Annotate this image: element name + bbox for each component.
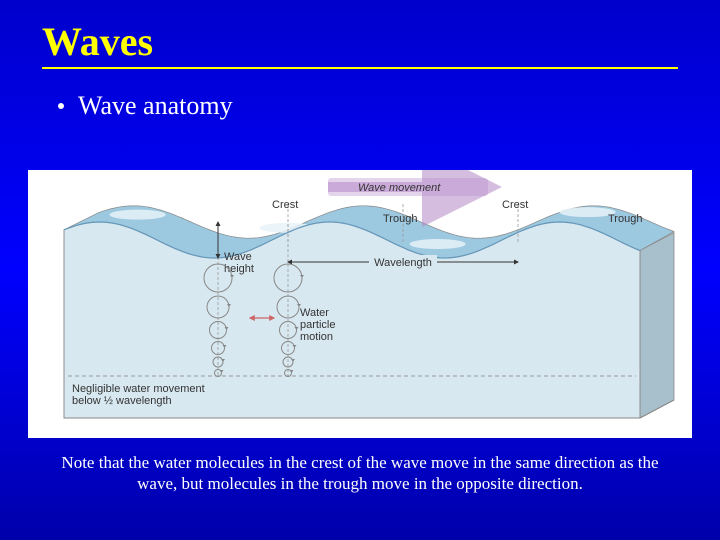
svg-text:Water: Water bbox=[300, 307, 329, 319]
svg-text:motion: motion bbox=[300, 331, 333, 343]
svg-text:below ½ wavelength: below ½ wavelength bbox=[72, 395, 172, 407]
svg-text:particle: particle bbox=[300, 319, 335, 331]
wave-anatomy-diagram: Wave movement Crest Crest Trough Trough Wavel… bbox=[28, 170, 692, 438]
footer-note: Note that the water molecules in the cre… bbox=[60, 452, 660, 495]
svg-text:Wavelength: Wavelength bbox=[374, 257, 432, 269]
svg-text:Trough: Trough bbox=[383, 213, 417, 225]
svg-text:Wave: Wave bbox=[224, 251, 252, 263]
svg-text:Trough: Trough bbox=[608, 213, 642, 225]
svg-text:Wave movement: Wave movement bbox=[358, 182, 441, 194]
page-title: Waves bbox=[0, 0, 720, 67]
svg-text:Crest: Crest bbox=[272, 199, 298, 211]
svg-text:Negligible water movement: Negligible water movement bbox=[72, 383, 205, 395]
bullet-text: Wave anatomy bbox=[78, 91, 233, 120]
diagram-svg: Wave movement Crest Crest Trough Trough Wavel… bbox=[28, 170, 692, 438]
svg-text:Crest: Crest bbox=[502, 199, 528, 211]
bullet-item: Wave anatomy bbox=[0, 69, 720, 121]
bullet-dot bbox=[58, 103, 64, 109]
